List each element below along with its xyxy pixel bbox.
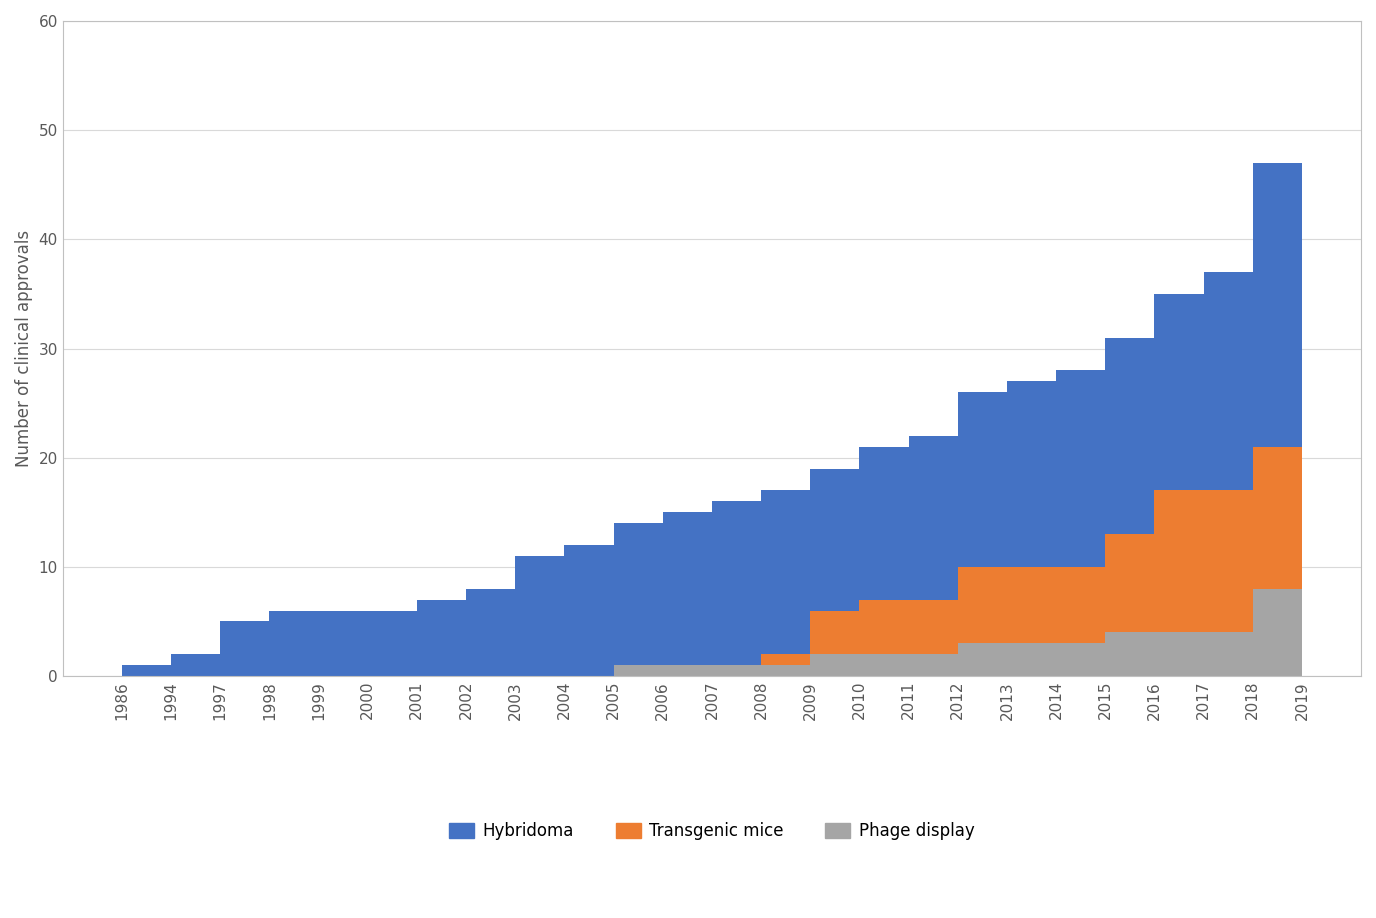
Y-axis label: Number of clinical approvals: Number of clinical approvals [15, 230, 33, 467]
Legend: Hybridoma, Transgenic mice, Phage display: Hybridoma, Transgenic mice, Phage displa… [443, 815, 981, 846]
